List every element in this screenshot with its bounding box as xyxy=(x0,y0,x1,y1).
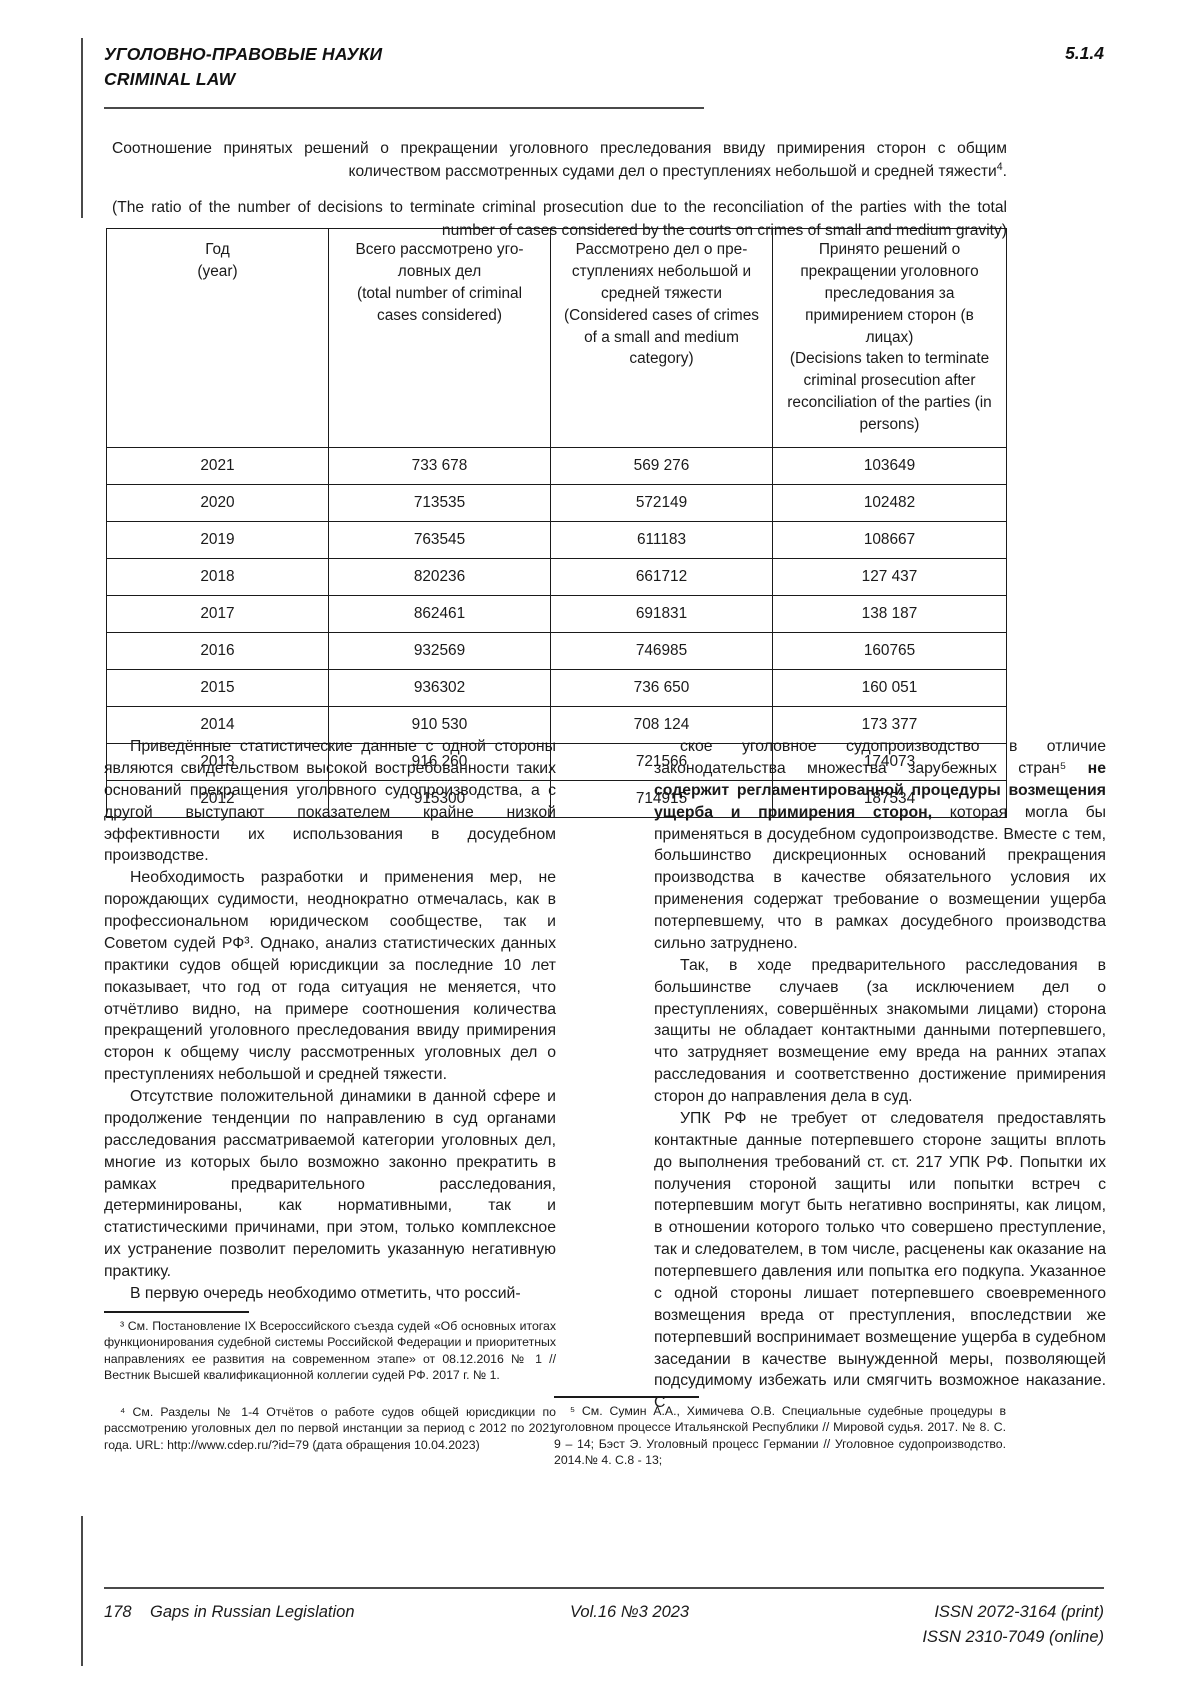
header-total-en: (total number of criminal cases consider… xyxy=(336,283,543,327)
header-year-en: (year) xyxy=(114,261,321,283)
table-header-total: Всего рассмотрено уго-ловных дел (total … xyxy=(329,229,551,448)
journal-page: УГОЛОВНО-ПРАВОВЫЕ НАУКИ CRIMINAL LAW 5.1… xyxy=(0,0,1200,1697)
footnote-text: ³ См. Постановление IX Всероссийского съ… xyxy=(104,1318,556,1384)
header-vertical-rule xyxy=(81,38,83,218)
table-caption-ru-text: Соотношение принятых решений о прекращен… xyxy=(112,140,1007,180)
cell-decisions: 127 437 xyxy=(773,559,1007,596)
cell-year: 2017 xyxy=(107,596,329,633)
header-year-ru: Год xyxy=(114,239,321,261)
cell-total: 936302 xyxy=(329,670,551,707)
table-row: 2020713535572149102482 xyxy=(107,485,1007,522)
footnote-5: ⁵ См. Сумин А.А., Химичева О.В. Специаль… xyxy=(554,1403,1006,1469)
volume-issue: Vol.16 №3 2023 xyxy=(570,1600,810,1625)
body-column-right: ское уголовное судопроизводство в отличи… xyxy=(654,736,1106,1414)
paragraph: УПК РФ не требует от следователя предост… xyxy=(654,1108,1106,1414)
cell-total: 862461 xyxy=(329,596,551,633)
table-row: 2019763545611183108667 xyxy=(107,522,1007,559)
cell-small-medium: 569 276 xyxy=(551,448,773,485)
table-row: 2017862461691831138 187 xyxy=(107,596,1007,633)
header-small-medium-ru: Рассмотрено дел о пре-ступлениях небольш… xyxy=(558,239,765,305)
cell-year: 2019 xyxy=(107,522,329,559)
footer-rule xyxy=(104,1587,1104,1589)
cell-decisions: 138 187 xyxy=(773,596,1007,633)
header-rule xyxy=(104,107,704,109)
running-head: УГОЛОВНО-ПРАВОВЫЕ НАУКИ CRIMINAL LAW 5.1… xyxy=(104,42,1104,92)
cell-small-medium: 746985 xyxy=(551,633,773,670)
running-head-line-en: CRIMINAL LAW xyxy=(104,67,382,92)
issn-online: ISSN 2310-7049 (online) xyxy=(922,1625,1104,1650)
body-columns: Приведённые статистические данные с одно… xyxy=(104,736,1106,1386)
page-footer: 178 Gaps in Russian Legislation Vol.16 №… xyxy=(104,1600,1104,1650)
page-number: 178 xyxy=(104,1600,150,1625)
table-caption-ru: Соотношение принятых решений о прекращен… xyxy=(112,138,1007,183)
table-header-small-medium: Рассмотрено дел о пре-ступлениях небольш… xyxy=(551,229,773,448)
footnote-3: ³ См. Постановление IX Всероссийского съ… xyxy=(104,1318,556,1384)
header-decisions-en: (Decisions taken to terminate criminal p… xyxy=(780,348,999,436)
cell-total: 733 678 xyxy=(329,448,551,485)
cell-year: 2020 xyxy=(107,485,329,522)
paragraph: Необходимость разработки и применения ме… xyxy=(104,867,556,1086)
cell-small-medium: 611183 xyxy=(551,522,773,559)
footnote-text: ⁵ См. Сумин А.А., Химичева О.В. Специаль… xyxy=(554,1403,1006,1469)
table-row: 2021733 678569 276103649 xyxy=(107,448,1007,485)
cell-decisions: 103649 xyxy=(773,448,1007,485)
cell-decisions: 102482 xyxy=(773,485,1007,522)
header-total-ru: Всего рассмотрено уго-ловных дел xyxy=(336,239,543,283)
statistics-table-wrapper: Год (year) Всего рассмотрено уго-ловных … xyxy=(106,228,1006,818)
body-column-left: Приведённые статистические данные с одно… xyxy=(104,736,556,1305)
table-header-year: Год (year) xyxy=(107,229,329,448)
table-row: 2015936302736 650160 051 xyxy=(107,670,1007,707)
cell-year: 2021 xyxy=(107,448,329,485)
statistics-table: Год (year) Всего рассмотрено уго-ловных … xyxy=(106,228,1007,818)
paragraph: В первую очередь необходимо отметить, чт… xyxy=(104,1283,556,1305)
footnote-4: ⁴ См. Разделы № 1-4 Отчётов о работе суд… xyxy=(104,1404,556,1453)
cell-year: 2018 xyxy=(107,559,329,596)
issn-print: ISSN 2072-3164 (print) xyxy=(810,1600,1104,1625)
paragraph: Так, в ходе предварительного расследован… xyxy=(654,955,1106,1108)
cell-total: 713535 xyxy=(329,485,551,522)
emphasis-text: не содержит регламентированной процедуры… xyxy=(654,760,1106,821)
cell-year: 2015 xyxy=(107,670,329,707)
header-decisions-ru: Принято решений о прекращении уголовного… xyxy=(780,239,999,348)
cell-year: 2016 xyxy=(107,633,329,670)
running-head-code: 5.1.4 xyxy=(1065,42,1104,64)
paragraph: Отсутствие положительной динамики в данн… xyxy=(104,1086,556,1283)
cell-small-medium: 661712 xyxy=(551,559,773,596)
cell-decisions: 108667 xyxy=(773,522,1007,559)
cell-decisions: 160765 xyxy=(773,633,1007,670)
cell-total: 763545 xyxy=(329,522,551,559)
cell-total: 820236 xyxy=(329,559,551,596)
table-row: 2016932569746985160765 xyxy=(107,633,1007,670)
table-header-decisions: Принято решений о прекращении уголовного… xyxy=(773,229,1007,448)
table-row: 2018820236661712127 437 xyxy=(107,559,1007,596)
cell-small-medium: 691831 xyxy=(551,596,773,633)
cell-small-medium: 572149 xyxy=(551,485,773,522)
footer-vertical-rule xyxy=(81,1516,83,1666)
footnote-text: ⁴ См. Разделы № 1-4 Отчётов о работе суд… xyxy=(104,1404,556,1453)
cell-total: 932569 xyxy=(329,633,551,670)
footnote-rule-right xyxy=(554,1396,699,1398)
running-head-line-ru: УГОЛОВНО-ПРАВОВЫЕ НАУКИ xyxy=(104,42,382,67)
caption-ru-tail: . xyxy=(1003,163,1007,180)
table-header-row: Год (year) Всего рассмотрено уго-ловных … xyxy=(107,229,1007,448)
cell-decisions: 160 051 xyxy=(773,670,1007,707)
header-small-medium-en: (Considered cases of crimes of a small a… xyxy=(558,305,765,371)
paragraph: ское уголовное судопроизводство в отличи… xyxy=(654,736,1106,955)
paragraph: Приведённые статистические данные с одно… xyxy=(104,736,556,867)
cell-small-medium: 736 650 xyxy=(551,670,773,707)
running-head-titles: УГОЛОВНО-ПРАВОВЫЕ НАУКИ CRIMINAL LAW xyxy=(104,42,382,92)
footnote-rule-left xyxy=(104,1311,249,1313)
journal-title: Gaps in Russian Legislation xyxy=(150,1600,570,1625)
table-caption: Соотношение принятых решений о прекращен… xyxy=(112,138,1007,242)
